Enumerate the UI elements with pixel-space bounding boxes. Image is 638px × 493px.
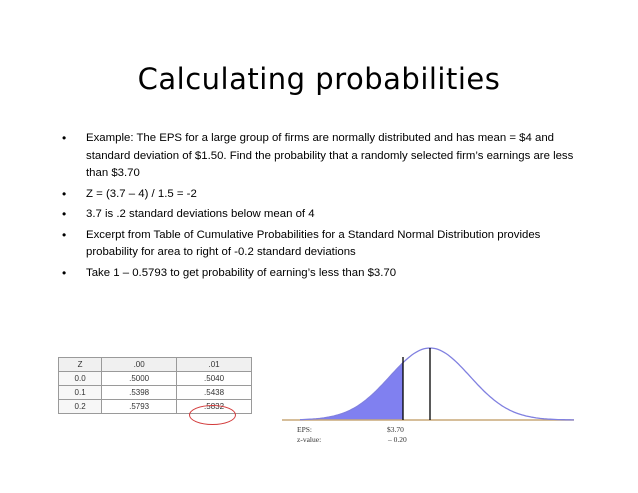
- highlighted-cell: .5793: [101, 399, 178, 414]
- bullet-item: • Z = (3.7 – 4) / 1.5 = -2: [62, 186, 582, 204]
- table-row: 0.0 .5000 .5040: [57, 371, 252, 386]
- bullet-dot: •: [62, 265, 67, 280]
- z-table-excerpt: Z .00 .01 0.0 .5000 .5040 0.1 .5398 .543…: [57, 357, 252, 427]
- bell-curve: [300, 347, 574, 421]
- table-cell: 0.1: [57, 385, 103, 400]
- table-row: 0.1 .5398 .5438: [57, 385, 252, 400]
- table-header-cell: .00: [101, 357, 178, 372]
- table-header-cell: Z: [57, 357, 103, 372]
- eps-value: $3.70: [387, 425, 404, 434]
- table-cell: .5040: [176, 371, 252, 386]
- bullet-text: Example: The EPS for a large group of fi…: [86, 132, 574, 179]
- table-cell: 0.2: [57, 399, 103, 414]
- bullet-list: • Example: The EPS for a large group of f…: [62, 130, 582, 285]
- bullet-text: Z = (3.7 – 4) / 1.5 = -2: [86, 187, 197, 200]
- bullet-text: 3.7 is .2 standard deviations below mean…: [86, 208, 315, 220]
- bullet-text: Take 1 – 0.5793 to get probability of ea…: [86, 266, 397, 279]
- shaded-area: [300, 362, 403, 420]
- bullet-dot: •: [62, 131, 67, 145]
- highlight-circle: [189, 405, 236, 425]
- normal-curve-figure: EPS: $3.70 z-value: – 0.20: [282, 340, 582, 455]
- z-table: Z .00 .01 0.0 .5000 .5040 0.1 .5398 .543…: [57, 357, 252, 414]
- table-header-cell: .01: [176, 357, 252, 372]
- normal-curve-svg: [282, 347, 574, 421]
- table-cell: .5438: [176, 385, 252, 400]
- bullet-dot: •: [62, 207, 67, 221]
- table-cell: .5000: [101, 371, 178, 386]
- bullet-item: • 3.7 is .2 standard deviations below mea…: [62, 206, 582, 224]
- bullet-item: • Take 1 – 0.5793 to get probability of e…: [62, 265, 582, 283]
- bullet-item: • Example: The EPS for a large group of f…: [62, 130, 582, 183]
- slide-title: Calculating probabilities: [137, 62, 501, 96]
- bullet-dot: •: [62, 227, 67, 242]
- z-value-label: z-value:: [297, 435, 322, 444]
- bullet-text: Excerpt from Table of Cumulative Probabi…: [86, 228, 541, 259]
- bullet-item: • Excerpt from Table of Cumulative Probab…: [62, 227, 582, 262]
- table-header-row: Z .00 .01: [57, 357, 252, 372]
- z-value: – 0.20: [388, 435, 407, 444]
- eps-label: EPS:: [297, 425, 313, 434]
- table-cell: .5398: [101, 385, 178, 400]
- bullet-dot: •: [62, 186, 67, 201]
- table-cell: 0.0: [57, 371, 103, 386]
